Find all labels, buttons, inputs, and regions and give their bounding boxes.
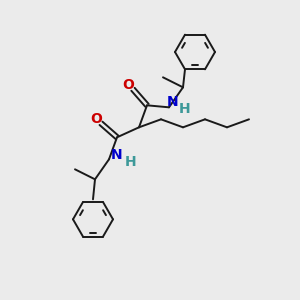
Text: N: N [111, 148, 123, 162]
Text: N: N [167, 95, 179, 109]
Text: O: O [90, 112, 102, 126]
Text: O: O [122, 78, 134, 92]
Text: H: H [125, 155, 137, 169]
Text: H: H [179, 102, 191, 116]
